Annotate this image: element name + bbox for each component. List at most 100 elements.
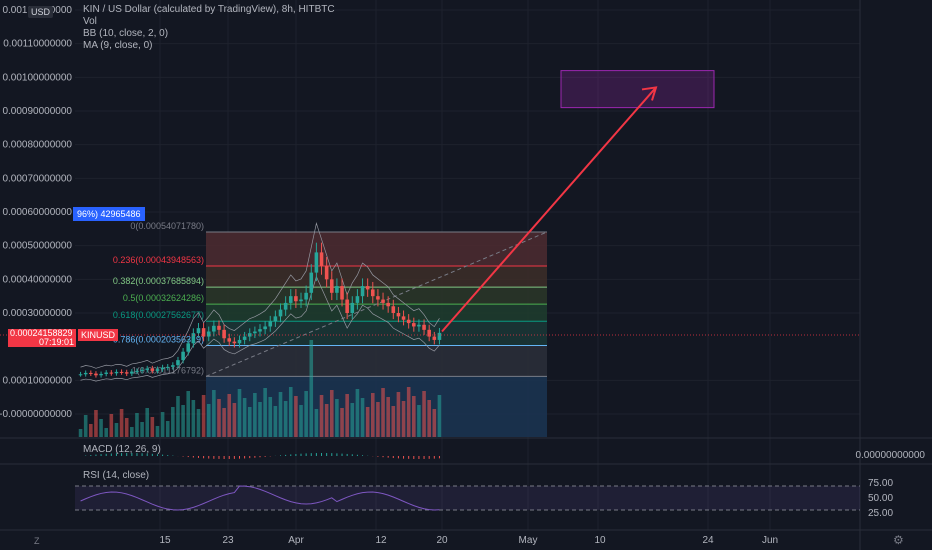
rsi-pane: 75.00 50.00 25.00: [75, 478, 893, 519]
volume-bar: [335, 399, 339, 437]
volume-bar: [314, 409, 319, 437]
currency-badge[interactable]: USD: [28, 6, 54, 18]
candle-body: [314, 252, 319, 273]
projection-arrow[interactable]: [441, 86, 658, 333]
volume-bar: [396, 392, 401, 437]
candle-body: [391, 306, 396, 313]
volume-bar: [288, 387, 293, 437]
volume-bar: [309, 340, 314, 437]
volume-bar: [237, 389, 242, 437]
candle-body: [294, 296, 298, 302]
volume-bar: [227, 394, 232, 437]
target-box[interactable]: [560, 70, 715, 109]
volume-bar: [437, 395, 442, 437]
candle-body: [227, 338, 232, 342]
indicator-ma[interactable]: MA (9, close, 0): [83, 40, 153, 51]
volume-bar: [253, 393, 257, 437]
fib-level-label: 0.5(0.00032624286): [123, 293, 204, 303]
fib-zone: [206, 321, 547, 346]
fibonacci-retracement[interactable]: 0(0.00054071780) 0.236(0.00043948563) 0.38…: [113, 221, 548, 437]
candle-body: [381, 299, 385, 303]
candle-body: [191, 333, 196, 344]
candle-body: [135, 370, 139, 372]
candle-body: [268, 321, 273, 327]
volume-bar: [319, 395, 324, 437]
price-tick-label: 0.00080000000: [2, 140, 72, 151]
volume-bar: [201, 395, 206, 437]
time-axis[interactable]: 15 23 Apr 12 20 May 10 24 Jun: [159, 535, 778, 546]
fib-level-label: 0(0.00054071780): [130, 221, 204, 231]
candle-body: [119, 371, 124, 373]
candle-body: [386, 302, 390, 307]
volume-bar: [412, 396, 416, 437]
candle-body: [283, 302, 288, 310]
macd-legend[interactable]: MACD (12, 26, 9): [83, 444, 161, 455]
volume-bar: [124, 418, 129, 437]
candle-body: [288, 296, 293, 303]
target-rectangle: [560, 70, 715, 109]
volume-bar: [294, 396, 298, 437]
timezone-icon[interactable]: Z: [34, 536, 40, 546]
volume-bar: [345, 394, 349, 437]
volume-bar: [381, 388, 385, 437]
volume-bar: [140, 422, 144, 437]
chart-legend: KIN / US Dollar (calculated by TradingVi…: [83, 4, 335, 52]
volume-bar: [99, 419, 103, 437]
candle-body: [309, 272, 314, 293]
volume-bar: [391, 406, 396, 437]
rsi-axis-label: 25.00: [868, 508, 893, 519]
arrow-line: [441, 86, 657, 333]
volume-bar: [150, 417, 155, 437]
volume-bar: [258, 402, 262, 437]
indicator-bb[interactable]: BB (10, close, 2, 0): [83, 28, 169, 39]
volume-bar: [104, 428, 108, 437]
volume-bar: [155, 426, 160, 437]
candle-body: [160, 367, 165, 370]
candle-body: [104, 372, 108, 374]
arrow-head: [641, 86, 658, 101]
volume-bar: [186, 391, 191, 437]
candle-body: [258, 329, 262, 332]
candle-body: [396, 313, 401, 317]
volume-bar: [176, 396, 180, 437]
volume-bar: [196, 409, 201, 437]
indicator-volume[interactable]: Vol: [83, 16, 97, 27]
fib-level-label: 0.382(0.00037685894): [113, 276, 204, 286]
price-tick-label: 0.00010000000: [2, 375, 72, 386]
volume-bar: [242, 398, 247, 437]
volume-bar: [206, 404, 211, 437]
candle-body: [89, 372, 93, 374]
volume-bar: [370, 393, 375, 437]
candle-body: [370, 289, 375, 297]
candle-body: [155, 369, 160, 371]
time-tick-label: 15: [159, 535, 171, 546]
current-price-tag: 0.00024158829 07:19:01: [8, 329, 76, 347]
rsi-line: [80, 485, 440, 511]
volume-bar: [427, 400, 431, 437]
candle-body: [263, 326, 267, 330]
candle-body: [94, 373, 98, 376]
candle-body: [427, 329, 431, 337]
gear-icon[interactable]: ⚙: [893, 533, 904, 547]
bb-upper: [80, 221, 440, 369]
price-tick-label: -0.00000000000: [0, 409, 72, 420]
bb-lower: [80, 275, 440, 382]
volume-bar: [130, 427, 134, 437]
volume-bar: [119, 409, 124, 437]
candle-body: [99, 373, 103, 376]
time-tick-label: 10: [594, 535, 606, 546]
volume-bar: [165, 421, 170, 437]
volume-bar: [355, 389, 360, 437]
volume-bar: [78, 429, 83, 437]
candle-body: [432, 336, 437, 340]
time-tick-label: 20: [436, 535, 448, 546]
volume-bar: [299, 405, 303, 437]
volume-tag: 96%) 42965486: [73, 207, 145, 221]
price-tick-label: 0.00050000000: [2, 241, 72, 252]
candle-body: [109, 372, 114, 374]
candle-body: [232, 341, 237, 344]
candle-body: [406, 319, 411, 324]
rsi-legend[interactable]: RSI (14, close): [83, 470, 150, 481]
rsi-axis-label: 75.00: [868, 478, 893, 489]
